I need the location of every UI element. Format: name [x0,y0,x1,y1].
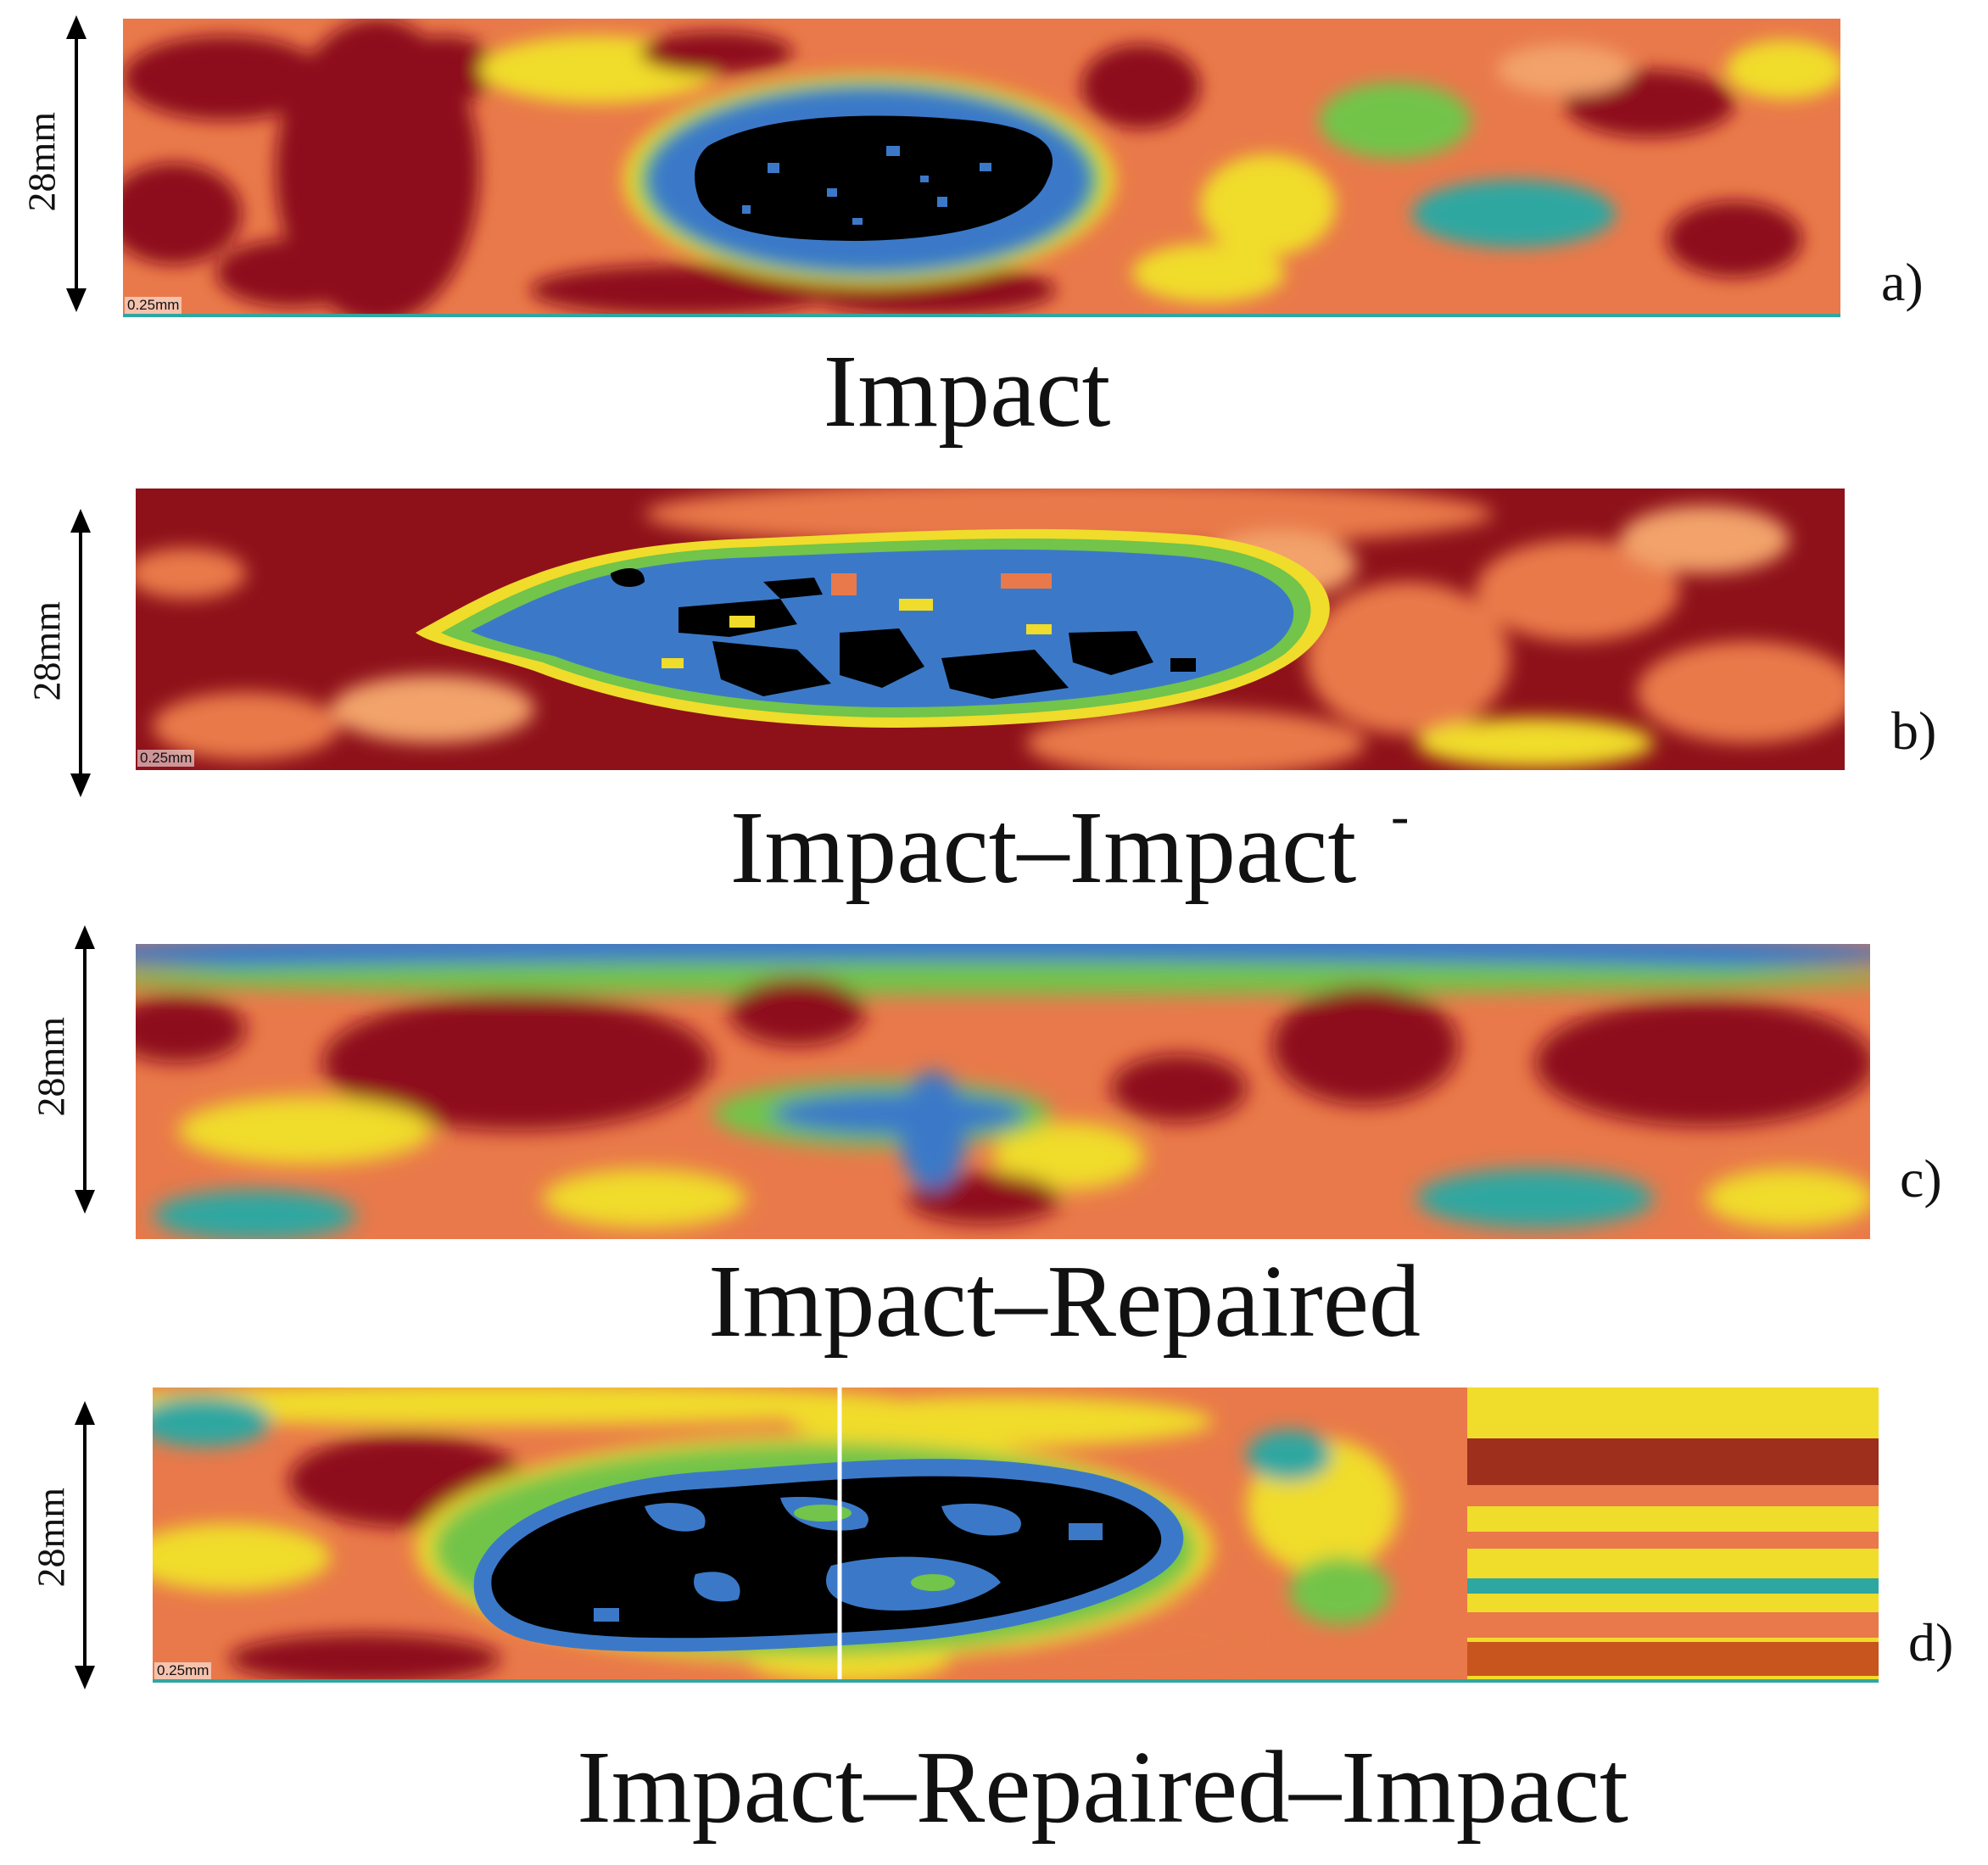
panel-letter: d) [1908,1612,1954,1672]
double-arrow-icon [75,1401,95,1689]
panel-letter: b) [1891,701,1937,761]
dimension-arrow [51,15,102,312]
dimension-label: 28mm [29,1016,73,1117]
scale-label: 0.25mm [137,750,195,767]
panel-d: 28mm [0,1374,1988,1865]
double-arrow-icon [66,15,87,312]
panel-caption: Impact–Repaired–Impact [577,1730,1628,1845]
c-scan-image: 0.25mm [153,1388,1879,1683]
dimension-label: 28mm [25,600,69,701]
scale-label: 0.25mm [154,1662,212,1679]
c-scan-image: 0.25mm [136,489,1845,770]
c-scan-image [136,944,1870,1239]
scale-label: 0.25mm [125,297,182,314]
c-scan-image: 0.25mm [123,19,1840,317]
dimension-label: 28mm [29,1487,73,1588]
dimension-arrow [59,1401,110,1689]
caption-mark: - [1391,785,1410,846]
panel-caption: Impact–Impact [729,790,1357,905]
panel-caption: Impact–Repaired [707,1244,1421,1359]
panel-caption: Impact [823,334,1111,449]
double-arrow-icon [70,509,91,797]
panel-b: 28mm [0,475,1988,916]
dimension-arrow [59,925,110,1214]
panel-c: 28mm [0,920,1988,1361]
panel-a: 28mm [0,0,1988,458]
double-arrow-icon [75,925,95,1214]
dimension-label: 28mm [20,111,64,212]
dimension-arrow [55,509,106,797]
panel-letter: a) [1881,252,1924,312]
panel-letter: c) [1900,1148,1942,1209]
